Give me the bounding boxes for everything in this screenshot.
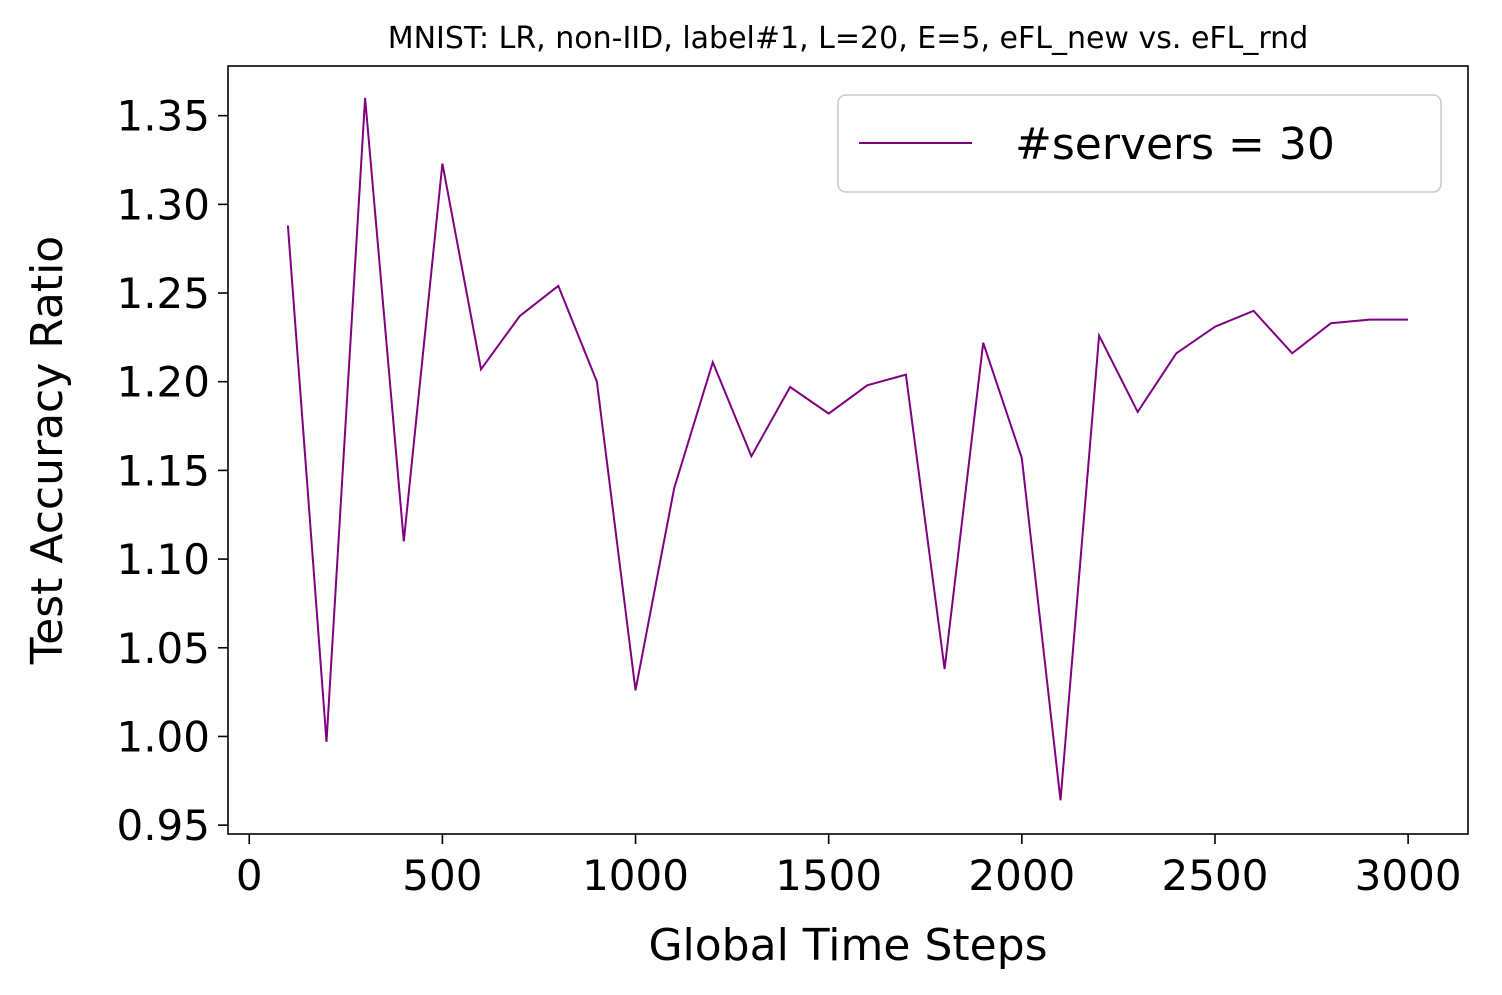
- y-tick-label: 1.10: [116, 535, 210, 584]
- y-tick-label: 1.00: [116, 712, 210, 761]
- y-axis-label: Test Accuracy Ratio: [22, 236, 73, 665]
- x-tick-label: 2000: [968, 851, 1075, 900]
- plot-frame: [227, 65, 1469, 835]
- x-tick-label: 1000: [582, 851, 689, 900]
- y-tick-label: 0.95: [116, 801, 210, 850]
- legend-label: #servers = 30: [1015, 119, 1335, 170]
- x-tick-label: 1500: [775, 851, 882, 900]
- x-tick-label: 3000: [1355, 851, 1462, 900]
- x-tick-label: 0: [236, 851, 263, 900]
- y-tick-label: 1.35: [116, 92, 210, 141]
- x-axis: 0 500 1000 1500 2000 2500 3000: [236, 834, 1462, 900]
- y-tick-label: 1.05: [116, 624, 210, 673]
- y-tick-label: 1.20: [116, 358, 210, 407]
- series-line: [286, 97, 1409, 801]
- y-tick-label: 1.15: [116, 446, 210, 495]
- y-tick-label: 1.25: [116, 269, 210, 318]
- legend-box: [837, 94, 1442, 193]
- plot-layer: [286, 97, 1409, 801]
- legend: #servers = 30: [837, 94, 1442, 193]
- y-axis: 0.95 1.00 1.05 1.10 1.15 1.20 1.25 1.30 1.35: [116, 92, 228, 850]
- y-tick-label: 1.30: [116, 180, 210, 229]
- x-axis-label: Global Time Steps: [648, 920, 1047, 971]
- x-tick-label: 500: [402, 851, 482, 900]
- chart-title: MNIST: LR, non-IID, label#1, L=20, E=5, …: [388, 21, 1309, 56]
- x-tick-label: 2500: [1162, 851, 1269, 900]
